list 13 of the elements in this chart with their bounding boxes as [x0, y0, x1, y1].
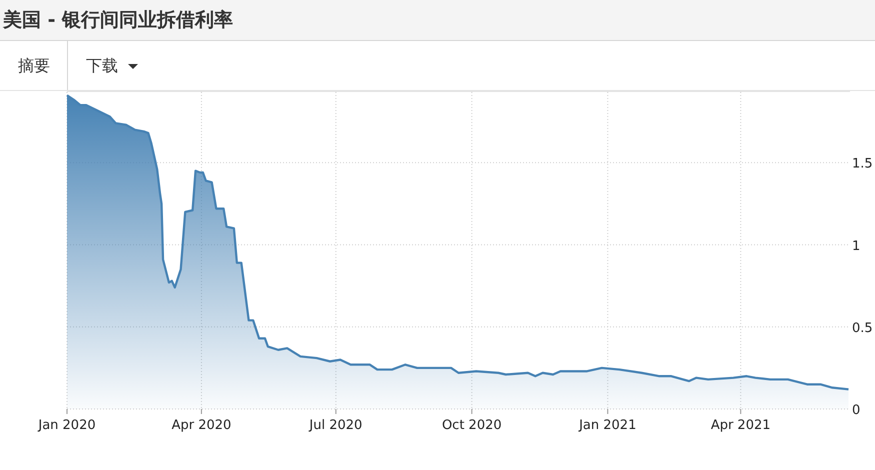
y-tick-label: 1: [852, 238, 860, 254]
y-tick-label: 0.5: [852, 320, 873, 336]
x-tick-label: Jul 2020: [308, 418, 362, 433]
text: 摘要: [18, 56, 50, 75]
x-tick-label: Oct 2020: [442, 418, 502, 433]
x-tick-label: Apr 2020: [172, 418, 232, 433]
text: 下载: [86, 56, 118, 75]
x-tick-label: Jan 2021: [578, 418, 636, 433]
y-tick-label: 1.5: [852, 156, 873, 172]
x-tick-label: Jan 2020: [37, 418, 96, 433]
x-tick-label: Apr 2021: [710, 418, 771, 433]
chart-title: 美国 - 银行间同业拆借利率: [2, 9, 234, 31]
y-tick-label: 0: [852, 403, 860, 418]
